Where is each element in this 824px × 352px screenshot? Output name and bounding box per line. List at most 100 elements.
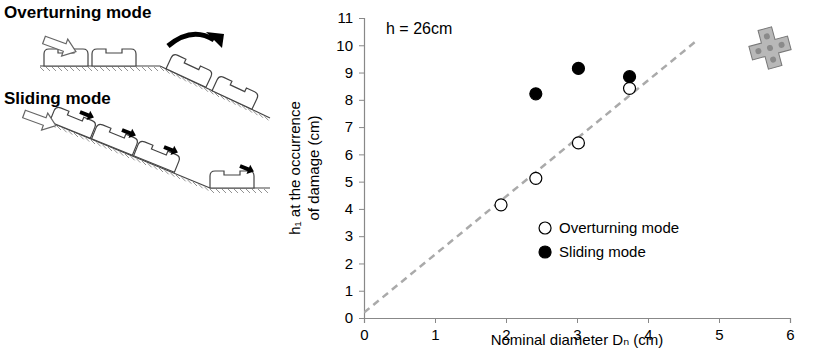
ground-hatch [159,168,163,172]
data-point [624,82,636,94]
ground-hatch [85,138,89,142]
tick-mark [359,154,364,155]
ground-hatch [187,180,191,184]
tick-mark [359,263,364,264]
figure: Overturning modeSliding mode012345601234… [0,0,824,352]
tick: 10 [336,37,364,54]
tick-label: 0 [360,326,368,343]
ground-hatch [142,161,146,165]
ground-hatch [222,189,226,193]
legend: Overturning mode Sliding mode [539,219,679,260]
mode-title: Overturning mode [4,3,151,22]
ground-hatch [76,67,80,71]
ground-hatch [82,67,86,71]
tick-label: 6 [345,146,353,163]
tick: 8 [345,91,364,108]
ground-hatch [108,147,112,151]
ground-hatch [193,182,197,186]
mode-diagrams: Overturning modeSliding mode [4,3,270,193]
tick: 7 [345,118,364,135]
tick-label: 6 [786,326,794,343]
armor-block [166,53,213,87]
icon-hole [755,47,762,54]
tick: 9 [345,64,364,81]
ground-hatch [112,67,116,71]
tick: 0 [345,309,364,326]
legend-marker [539,222,551,234]
ground-hatch [170,173,174,177]
ground-hatch [142,67,146,71]
tick-label: 5 [715,326,723,343]
legend-label: Overturning mode [559,219,679,236]
ground-hatch [199,184,203,188]
icon-hole [763,33,770,40]
ground-hatch [148,163,152,167]
data-point [530,88,542,100]
ground-hatch [160,67,164,71]
ground-hatch [52,67,56,71]
ground-hatch [131,156,135,160]
tick: 1 [345,282,364,299]
icon-hole [769,56,776,63]
legend-marker [539,246,551,258]
tick-mark [359,209,364,210]
axis-line [359,19,365,319]
ground-hatch [204,88,208,92]
armor-block [50,106,97,138]
x-axis-title: Nominal diameter Dₙ (cm) [491,331,664,348]
plot-marks [364,40,698,313]
overturn-arrowhead [206,32,224,48]
ground-hatch [258,189,262,193]
ground-hatch [210,189,214,193]
ground-hatch [124,67,128,71]
ground-hatch [80,135,84,139]
ground-hatch [216,189,220,193]
armor-block [92,123,139,155]
ground-hatch [40,67,44,71]
tick-label: 8 [345,91,353,108]
tick: 5 [345,173,364,190]
flow-arrow [21,106,59,135]
icon-hole [778,41,785,48]
tick-mark [506,318,507,323]
ground-hatch [234,189,238,193]
y-axis-title: h₁ at the occurrenceof damage (cm) [286,101,322,234]
icon-shape [746,24,795,73]
tick-label: 9 [345,64,353,81]
data-point [495,199,507,211]
ground-hatch [100,67,104,71]
y-axis: 01234567891011 [336,9,364,326]
tick-mark [359,100,364,101]
ground-hatch [70,67,74,71]
ground-hatch [94,67,98,71]
annotation: h = 26cm [386,20,452,37]
ground-hatch [182,177,186,181]
tick: 5 [715,318,723,343]
tick-mark [359,318,364,319]
ground-hatch [176,175,180,179]
ground-hatch [259,114,263,118]
ground-hatch [130,67,134,71]
tick-mark [719,318,720,323]
ground-hatch [114,149,118,153]
data-point [624,71,636,83]
ground-hatch [240,189,244,193]
block-shape [92,49,136,66]
legend-label: Sliding mode [559,243,646,260]
armor-block [92,49,136,66]
tick-mark [359,291,364,292]
tick-label: 3 [345,227,353,244]
ground-hatch [165,170,169,174]
ground-hatch [136,67,140,71]
tick: 6 [786,318,794,343]
ground-hatch [154,67,158,71]
slide-arrow [78,107,96,122]
block-shape [212,75,259,109]
tick-label: 11 [337,9,353,26]
tick: 1 [431,318,439,343]
slide-arrow [162,142,180,157]
tick-mark [359,236,364,237]
tick-label: 2 [345,255,353,272]
flow-arrow [41,32,79,61]
tick-mark [790,318,791,323]
